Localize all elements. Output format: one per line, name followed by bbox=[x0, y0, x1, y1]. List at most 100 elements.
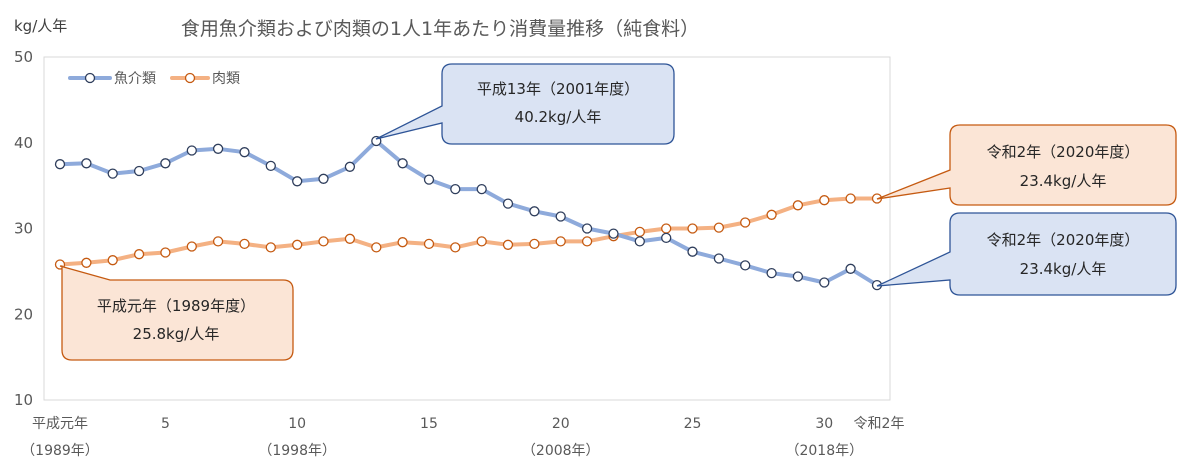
callout-meat-1989-line1: 平成元年（1989年度） bbox=[97, 297, 255, 315]
callout-meat-2020-line1: 令和2年（2020年度） bbox=[987, 143, 1140, 161]
meat-data-point bbox=[371, 242, 382, 253]
meat-data-point bbox=[845, 193, 856, 204]
fish-data-point bbox=[54, 159, 66, 170]
meat-data-point bbox=[529, 238, 540, 250]
fish-data-point bbox=[239, 147, 250, 158]
meat-data-point bbox=[81, 257, 92, 268]
meat-data-point bbox=[318, 236, 329, 247]
x-tick-sublabel: （1989年） bbox=[21, 443, 99, 459]
legend-fish-marker bbox=[84, 72, 96, 84]
meat-data-point bbox=[766, 209, 777, 220]
fish-data-point bbox=[186, 145, 197, 156]
legend-fish-label: 魚介類 bbox=[114, 71, 156, 87]
meat-data-point bbox=[476, 236, 487, 247]
x-tick-label: 10 bbox=[288, 416, 306, 432]
legend-meat-marker bbox=[184, 72, 196, 84]
fish-data-point bbox=[292, 176, 303, 187]
fish-data-point bbox=[581, 223, 593, 234]
fish-data-point bbox=[819, 277, 830, 288]
legend-meat-label: 肉類 bbox=[212, 71, 240, 87]
meat-data-point bbox=[292, 239, 303, 250]
meat-data-point bbox=[239, 238, 250, 250]
fish-data-point bbox=[634, 236, 645, 247]
meat-data-point bbox=[450, 242, 461, 253]
fish-data-point bbox=[555, 211, 566, 222]
meat-data-point bbox=[661, 223, 672, 234]
meat-data-point bbox=[344, 233, 356, 244]
fish-data-point bbox=[81, 158, 92, 169]
meat-data-point bbox=[160, 247, 171, 258]
y-tick-label: 10 bbox=[14, 391, 33, 409]
meat-data-point bbox=[581, 236, 593, 247]
callout-meat-2020-box bbox=[876, 124, 1177, 206]
y-tick-label: 40 bbox=[14, 134, 33, 152]
fish-data-point bbox=[476, 183, 487, 195]
fish-data-point bbox=[107, 168, 118, 179]
x-axis-ticks: 平成元年 （1989年） 5 10 （1998年） 15 20 （2008年） 25 30 （201… bbox=[21, 416, 904, 459]
fish-data-point bbox=[265, 160, 276, 172]
callout-fish-peak: 平成13年（2001年度） 40.2kg/人年 bbox=[375, 63, 675, 145]
x-tick-label: 30 bbox=[815, 416, 833, 432]
meat-data-point bbox=[265, 242, 276, 253]
callout-fish-peak-box bbox=[375, 63, 675, 145]
meat-data-point bbox=[133, 249, 145, 260]
x-tick-sublabel: （2018年） bbox=[785, 443, 863, 459]
meat-data-point bbox=[186, 241, 197, 252]
meat-data-point bbox=[555, 236, 566, 247]
meat-data-point bbox=[502, 239, 514, 250]
fish-data-point bbox=[502, 198, 514, 209]
callout-meat-1989: 平成元年（1989年度） 25.8kg/人年 bbox=[59, 265, 294, 361]
callout-meat-1989-line2: 25.8kg/人年 bbox=[133, 325, 220, 343]
x-tick-label: 15 bbox=[420, 416, 438, 432]
fish-data-point bbox=[661, 232, 672, 244]
chart-title: 食用魚介類および肉類の1人1年あたり消費量推移（純食料） bbox=[181, 18, 699, 40]
meat-data-point bbox=[819, 195, 830, 206]
y-tick-label: 50 bbox=[14, 48, 33, 66]
meat-data-point bbox=[713, 222, 725, 233]
callout-fish-peak-line1: 平成13年（2001年度） bbox=[477, 80, 639, 98]
fish-data-point bbox=[713, 253, 725, 264]
fish-data-point bbox=[766, 267, 777, 279]
callout-meat-1989-box bbox=[59, 265, 294, 361]
x-tick-label: 5 bbox=[161, 416, 170, 432]
meat-data-point bbox=[107, 255, 118, 266]
fish-data-point bbox=[450, 183, 461, 195]
x-tick-label: 20 bbox=[552, 416, 570, 432]
x-tick-sublabel: （1998年） bbox=[258, 443, 336, 459]
x-tick-label: 平成元年 bbox=[32, 416, 88, 432]
fish-data-point bbox=[608, 228, 619, 239]
fish-data-point bbox=[740, 260, 751, 271]
callout-meat-2020-line2: 23.4kg/人年 bbox=[1020, 172, 1107, 190]
meat-data-point bbox=[212, 236, 224, 247]
meat-data-point bbox=[423, 238, 435, 250]
fish-data-point bbox=[160, 158, 171, 169]
y-tick-label: 30 bbox=[14, 220, 33, 238]
fish-data-point bbox=[212, 143, 224, 154]
fish-data-point bbox=[423, 174, 435, 185]
fish-data-point bbox=[318, 173, 329, 184]
fish-data-point bbox=[845, 263, 856, 274]
fish-data-point bbox=[133, 165, 145, 177]
y-axis-ticks: 10 20 30 40 50 bbox=[14, 48, 33, 409]
meat-data-point bbox=[687, 223, 698, 234]
callout-fish-2020-line1: 令和2年（2020年度） bbox=[987, 231, 1140, 249]
x-tick-label: 令和2年 bbox=[854, 416, 905, 432]
x-tick-sublabel: （2008年） bbox=[522, 443, 600, 459]
callout-fish-2020-box bbox=[876, 212, 1177, 296]
fish-data-point bbox=[344, 161, 356, 172]
fish-data-point bbox=[529, 206, 540, 217]
x-tick-label: 25 bbox=[684, 416, 702, 432]
callout-fish-peak-line2: 40.2kg/人年 bbox=[515, 108, 602, 126]
callout-fish-2020-line2: 23.4kg/人年 bbox=[1020, 260, 1107, 278]
y-tick-label: 20 bbox=[14, 305, 33, 323]
legend: 魚介類 肉類 bbox=[68, 71, 240, 87]
meat-data-point bbox=[634, 226, 645, 238]
callout-meat-2020: 令和2年（2020年度） 23.4kg/人年 bbox=[876, 124, 1177, 206]
meat-data-point bbox=[740, 217, 751, 228]
fish-data-point bbox=[397, 158, 408, 169]
series-layer bbox=[54, 135, 883, 291]
meat-data-point bbox=[792, 200, 804, 211]
fish-data-point bbox=[792, 271, 804, 282]
callout-fish-2020: 令和2年（2020年度） 23.4kg/人年 bbox=[876, 212, 1177, 296]
